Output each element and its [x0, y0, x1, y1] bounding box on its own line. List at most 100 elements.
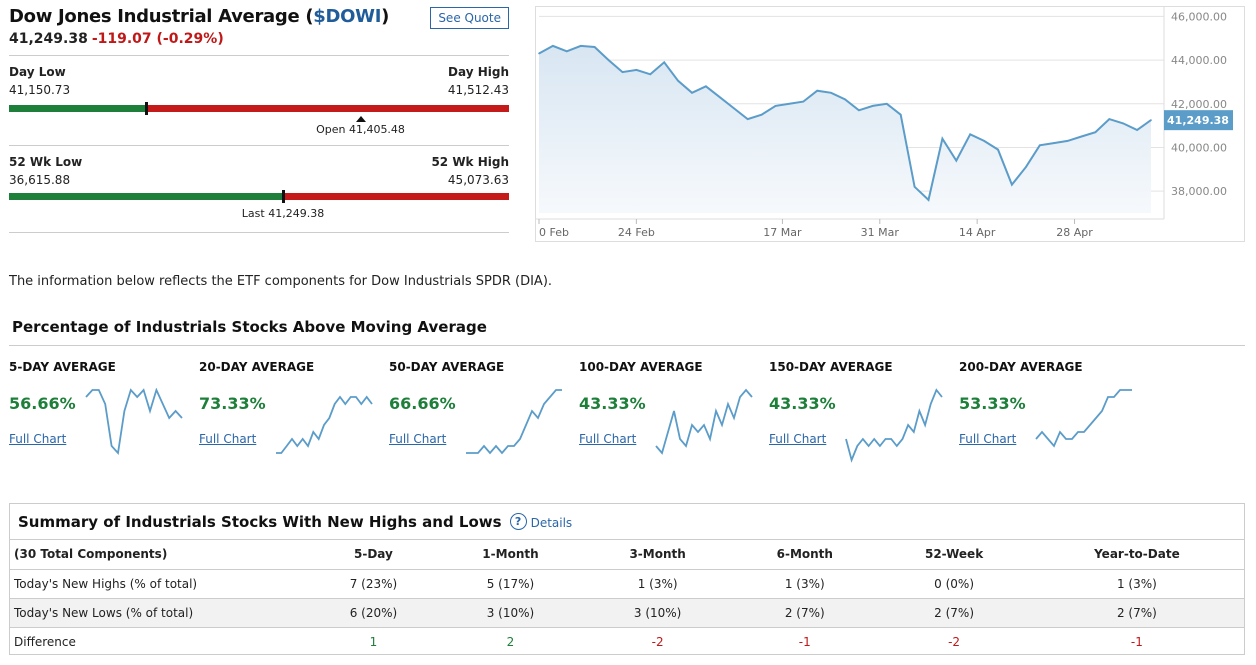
open-label: Open 41,405.48	[316, 123, 405, 136]
data-point	[649, 73, 652, 76]
row-label: Difference	[14, 634, 76, 649]
table-header-row: (30 Total Components) 5-Day 1-Month 3-Month…	[10, 540, 1244, 569]
data-point	[1025, 166, 1027, 168]
full-chart-link[interactable]: Full Chart	[769, 432, 827, 446]
summary-title: Summary of Industrials Stocks With New H…	[18, 512, 502, 531]
quote-panel: Dow Jones Industrial Average ($DOWI) See…	[9, 6, 509, 233]
data-point	[677, 80, 679, 82]
average-label: 100-DAY AVERAGE	[579, 360, 703, 374]
day-low-label: Day Low	[9, 65, 66, 79]
data-point	[1052, 142, 1055, 144]
see-quote-button[interactable]: See Quote	[430, 7, 509, 29]
average-value: 53.33%	[959, 394, 1026, 413]
price-row: 41,249.38 -119.07 (-0.29%)	[9, 31, 509, 47]
full-chart-link[interactable]: Full Chart	[959, 432, 1017, 446]
sparkline[interactable]	[1034, 388, 1134, 464]
summary-table: (30 Total Components) 5-Day 1-Month 3-Month…	[10, 540, 1244, 656]
column-header: 6-Month	[776, 547, 833, 562]
section-title: Percentage of Industrials Stocks Above M…	[12, 318, 487, 336]
x-tick-label: 0 Feb	[539, 226, 569, 239]
column-header: 3-Month	[629, 547, 686, 562]
data-point	[579, 45, 582, 47]
data-point	[927, 199, 930, 201]
table-cell: 1 (3%)	[784, 576, 825, 591]
table-row: Today's New Highs (% of total) 7 (23%) 5 (…	[10, 569, 1244, 598]
table-cell: -2	[948, 634, 961, 649]
column-header: (30 Total Components)	[14, 547, 168, 562]
full-chart-link[interactable]: Full Chart	[389, 432, 447, 446]
data-point	[816, 89, 818, 92]
etf-note: The information below reflects the ETF c…	[9, 274, 553, 289]
table-cell: 3 (10%)	[486, 605, 535, 620]
data-point	[802, 100, 805, 103]
average-panel: 150-DAY AVERAGE 43.33% Full Chart	[769, 360, 959, 470]
full-chart-link[interactable]: Full Chart	[199, 432, 257, 446]
sparkline-line	[655, 388, 753, 455]
week52-current-marker	[282, 190, 285, 203]
data-point	[719, 96, 721, 98]
y-tick-label: 42,000.00	[1171, 98, 1227, 111]
full-chart-link[interactable]: Full Chart	[9, 432, 67, 446]
day-range-fill	[9, 105, 146, 112]
data-point	[746, 118, 749, 120]
day-range: Day Low 41,150.73 Day High 41,512.43 Open …	[9, 55, 509, 145]
y-tick-label: 44,000.00	[1171, 54, 1227, 67]
data-point	[830, 92, 832, 94]
average-panel: 50-DAY AVERAGE 66.66% Full Chart	[389, 360, 579, 470]
data-point	[1011, 183, 1013, 186]
table-cell: 1 (3%)	[1116, 576, 1157, 591]
week52-range-fill	[9, 193, 283, 200]
data-point	[955, 159, 958, 162]
data-point	[1080, 135, 1083, 138]
average-value: 66.66%	[389, 394, 456, 413]
y-tick-label: 38,000.00	[1171, 185, 1227, 198]
data-point	[760, 113, 763, 116]
title-text-end: )	[381, 6, 390, 27]
table-cell: 2 (7%)	[784, 605, 825, 620]
index-title: Dow Jones Industrial Average ($DOWI)	[9, 6, 389, 27]
last-price-tag	[1164, 110, 1233, 131]
table-row: Difference 1 2 -2 -1 -2 -1	[10, 627, 1244, 656]
data-point	[997, 148, 999, 151]
sparkline[interactable]	[844, 388, 944, 464]
data-point	[593, 46, 596, 48]
price-area	[539, 45, 1152, 214]
day-low-value: 41,150.73	[9, 83, 71, 97]
week52-high-value: 45,073.63	[447, 173, 509, 187]
row-label: Today's New Highs (% of total)	[14, 576, 198, 591]
sparkline-line	[1035, 389, 1132, 448]
table-row: Today's New Lows (% of total) 6 (20%) 3 (1…	[10, 598, 1244, 627]
full-chart-link[interactable]: Full Chart	[579, 432, 637, 446]
average-panel: 200-DAY AVERAGE 53.33% Full Chart	[959, 360, 1149, 470]
average-label: 200-DAY AVERAGE	[959, 360, 1083, 374]
average-label: 150-DAY AVERAGE	[769, 360, 893, 374]
sparkline[interactable]	[274, 388, 374, 464]
sparkline[interactable]	[654, 388, 754, 464]
last-label: Last 41,249.38	[241, 207, 325, 220]
table-cell: 5 (17%)	[486, 576, 535, 591]
day-current-marker	[144, 102, 148, 115]
table-cell: 2 (7%)	[1116, 605, 1157, 620]
data-point	[663, 61, 665, 64]
data-point	[1066, 140, 1069, 142]
data-point	[844, 98, 846, 101]
table-cell: 7 (23%)	[349, 576, 398, 591]
week52-range: 52 Wk Low 36,615.88 52 Wk High 45,073.63 L…	[9, 145, 509, 233]
symbol-link[interactable]: $DOWI	[313, 6, 382, 27]
column-header: 1-Month	[482, 547, 539, 562]
data-point	[1150, 119, 1152, 121]
sparkline-line	[466, 389, 562, 455]
week52-range-bar	[9, 190, 509, 203]
week52-low-value: 36,615.88	[9, 173, 71, 187]
sparkline[interactable]	[464, 388, 564, 464]
x-tick-label: 14 Apr	[959, 226, 996, 239]
week52-high-label: 52 Wk High	[431, 155, 509, 169]
average-value: 43.33%	[579, 394, 646, 413]
data-point	[1136, 129, 1138, 131]
price-chart[interactable]: 46,000.00 44,000.00 42,000.00 40,000.00 38,0…	[535, 6, 1245, 242]
data-point	[1122, 122, 1124, 125]
details-link[interactable]: Details	[530, 515, 573, 530]
help-icon[interactable]: ?	[509, 513, 527, 530]
column-header: 5-Day	[354, 547, 393, 562]
sparkline[interactable]	[84, 388, 184, 464]
